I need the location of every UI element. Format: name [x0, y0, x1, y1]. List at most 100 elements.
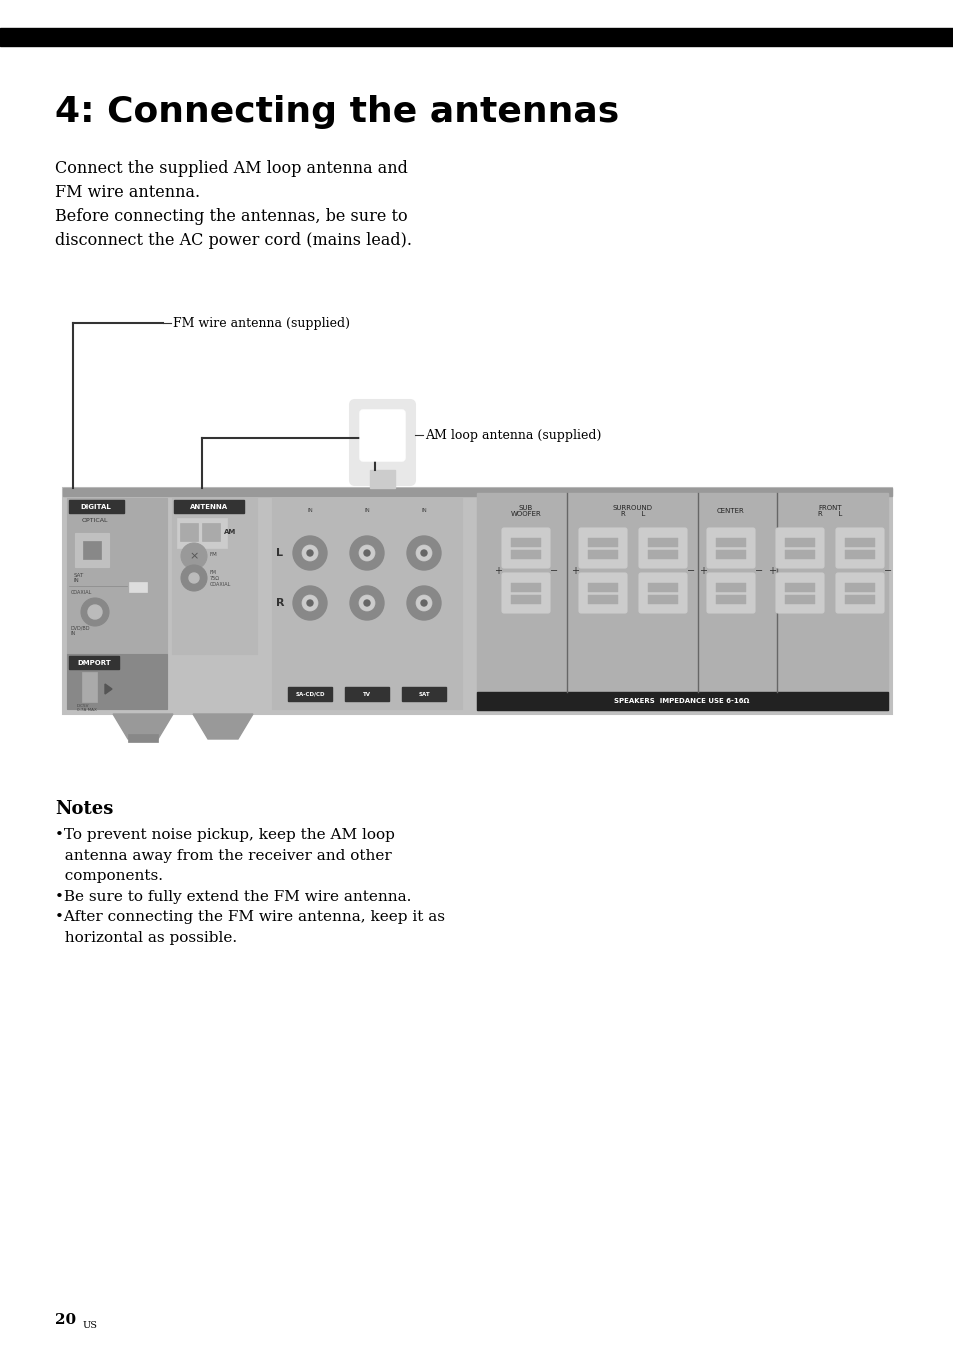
Text: FM: FM [210, 552, 217, 557]
Circle shape [302, 545, 317, 561]
Text: DIGITAL: DIGITAL [81, 504, 112, 510]
Circle shape [81, 598, 109, 626]
Bar [844, 595, 874, 604]
Bar [716, 550, 745, 558]
FancyBboxPatch shape [775, 573, 823, 612]
Text: −: − [549, 566, 558, 576]
Bar [180, 523, 198, 541]
Circle shape [302, 595, 317, 611]
Circle shape [350, 535, 384, 571]
Bar [716, 538, 745, 548]
Text: FM wire antenna (supplied): FM wire antenna (supplied) [172, 316, 350, 330]
Circle shape [364, 550, 370, 556]
Text: SPEAKERS  IMPEDANCE USE 6-16Ω: SPEAKERS IMPEDANCE USE 6-16Ω [614, 698, 749, 704]
Bar [784, 550, 814, 558]
Circle shape [420, 550, 427, 556]
Bar [177, 518, 227, 548]
FancyBboxPatch shape [775, 529, 823, 568]
Bar [476, 692, 887, 710]
Bar [272, 498, 461, 708]
Text: −: − [686, 566, 695, 576]
Text: SUB
WOOFER: SUB WOOFER [510, 504, 540, 518]
Bar [587, 583, 618, 592]
FancyBboxPatch shape [501, 529, 550, 568]
Text: SURROUND
R       L: SURROUND R L [613, 504, 652, 518]
Bar [647, 538, 678, 548]
Text: FM
75Ω
COAXIAL: FM 75Ω COAXIAL [210, 571, 232, 587]
Text: FRONT
R       L: FRONT R L [817, 504, 841, 518]
Bar [370, 470, 395, 488]
Bar [587, 595, 618, 604]
Bar [587, 538, 618, 548]
Text: Connect the supplied AM loop antenna and
FM wire antenna.
Before connecting the : Connect the supplied AM loop antenna and… [55, 160, 412, 250]
Bar [401, 687, 446, 700]
Bar [716, 595, 745, 604]
FancyBboxPatch shape [639, 529, 686, 568]
Bar [202, 523, 220, 541]
Text: IN: IN [71, 631, 76, 635]
Bar [716, 583, 745, 592]
Polygon shape [193, 714, 253, 740]
Text: OPTICAL: OPTICAL [82, 518, 108, 522]
Text: SAT: SAT [74, 573, 84, 579]
Bar [587, 550, 618, 558]
Text: IN: IN [420, 507, 426, 512]
Text: TV: TV [363, 691, 371, 696]
Text: IN: IN [74, 579, 80, 583]
FancyBboxPatch shape [578, 529, 626, 568]
Bar [173, 500, 244, 512]
Bar [67, 654, 167, 708]
Circle shape [358, 595, 375, 611]
Text: 4: Connecting the antennas: 4: Connecting the antennas [55, 95, 618, 128]
Text: AM loop antenna (supplied): AM loop antenna (supplied) [424, 429, 600, 442]
Bar [82, 672, 97, 702]
Text: IN: IN [364, 507, 370, 512]
Bar [511, 595, 540, 604]
Text: •To prevent noise pickup, keep the AM loop
  antenna away from the receiver and : •To prevent noise pickup, keep the AM lo… [55, 827, 444, 945]
Bar [69, 656, 119, 669]
Text: 20: 20 [55, 1313, 76, 1328]
Text: ANTENNA: ANTENNA [190, 504, 228, 510]
FancyBboxPatch shape [835, 529, 883, 568]
Text: AM: AM [224, 529, 236, 535]
Circle shape [307, 600, 313, 606]
Text: DVD/BD: DVD/BD [71, 626, 91, 631]
Circle shape [350, 585, 384, 621]
Bar [129, 581, 147, 592]
Text: US: US [83, 1321, 98, 1330]
Text: SA-CD/CD: SA-CD/CD [294, 691, 324, 696]
Bar [844, 550, 874, 558]
Circle shape [181, 565, 207, 591]
FancyBboxPatch shape [350, 400, 415, 485]
Circle shape [358, 545, 375, 561]
Text: L: L [276, 548, 283, 558]
Circle shape [181, 544, 207, 569]
Circle shape [293, 535, 327, 571]
Bar [83, 541, 101, 558]
Bar [75, 533, 109, 566]
FancyBboxPatch shape [501, 573, 550, 612]
Text: COAXIAL: COAXIAL [71, 589, 92, 595]
Text: CENTER: CENTER [717, 508, 744, 514]
Bar [63, 488, 891, 496]
FancyBboxPatch shape [835, 573, 883, 612]
FancyBboxPatch shape [578, 573, 626, 612]
Bar [476, 493, 887, 710]
Bar [172, 498, 256, 654]
Text: −: − [883, 566, 891, 576]
FancyBboxPatch shape [359, 410, 405, 461]
Text: Notes: Notes [55, 800, 113, 818]
Bar [647, 550, 678, 558]
Circle shape [407, 585, 440, 621]
Bar [844, 583, 874, 592]
Bar [0, 28, 953, 46]
Text: R: R [275, 598, 284, 608]
Bar [784, 595, 814, 604]
Text: −: − [754, 566, 762, 576]
Text: +: + [699, 566, 706, 576]
Text: +: + [494, 566, 501, 576]
Circle shape [307, 550, 313, 556]
Bar [288, 687, 332, 700]
Circle shape [88, 604, 102, 619]
Bar [784, 538, 814, 548]
